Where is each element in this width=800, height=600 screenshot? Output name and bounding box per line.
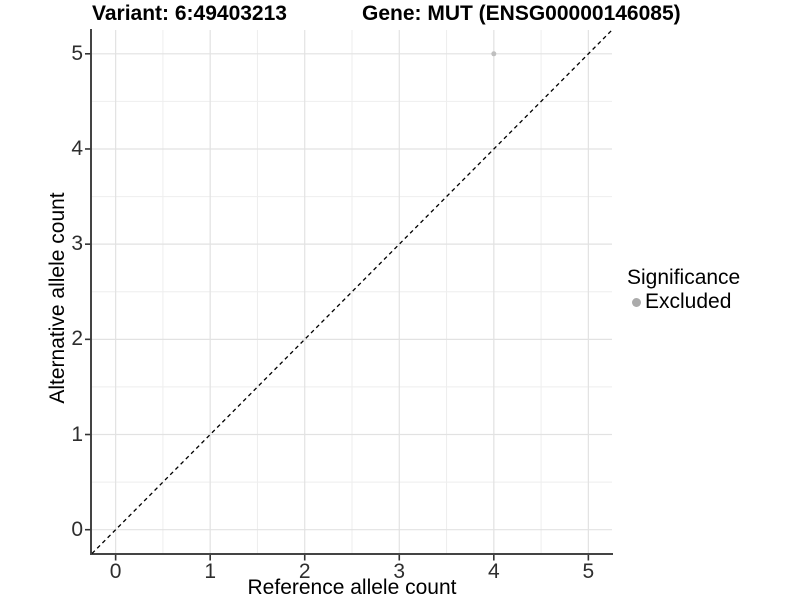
y-axis-title: Alternative allele count (46, 192, 69, 404)
x-tick-label-4: 4 (487, 559, 500, 583)
identity-dashed-line (91, 29, 613, 554)
plot-title-variant: Variant: 6:49403213 (92, 2, 287, 25)
y-tick-label-1: 1 (71, 422, 83, 446)
x-tick-label-5: 5 (582, 559, 595, 583)
legend-point-icon (631, 297, 641, 307)
legend-title: Significance (627, 266, 741, 289)
y-tick-label-0: 0 (71, 517, 83, 541)
y-tick-label-2: 2 (71, 327, 83, 351)
x-tick-label-2: 2 (298, 559, 311, 583)
y-tick-label-4: 4 (71, 136, 83, 160)
data-point-excluded (491, 51, 497, 57)
legend-item-excluded: Excluded (627, 290, 740, 313)
x-tick-label-3: 3 (393, 559, 406, 583)
x-axis-title: Reference allele count (247, 576, 457, 599)
legend-key (627, 297, 645, 307)
plot-title-gene: Gene: MUT (ENSG00000146085) (362, 2, 681, 25)
y-tick-label-3: 3 (71, 232, 83, 256)
x-tick-label-1: 1 (204, 559, 217, 583)
legend: Significance Excluded (627, 266, 740, 313)
y-tick-label-5: 5 (71, 41, 83, 65)
legend-item-label: Excluded (645, 290, 732, 313)
x-tick-label-0: 0 (109, 559, 122, 583)
